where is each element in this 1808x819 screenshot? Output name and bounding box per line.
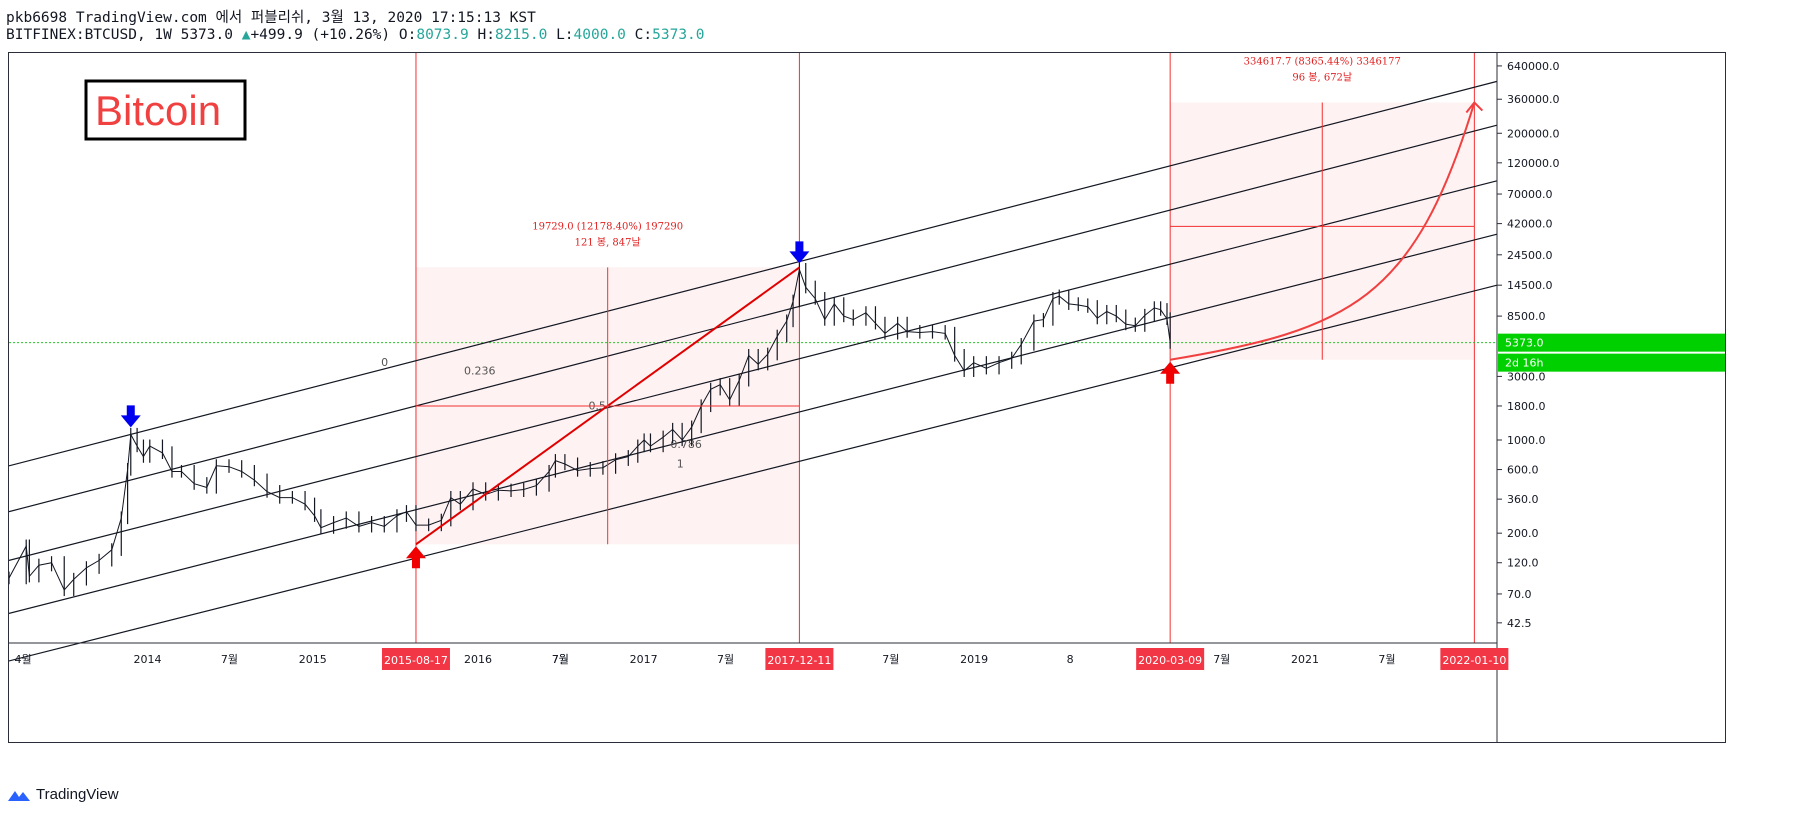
time-axis-label: 2015	[299, 653, 327, 666]
close-value: 5373.0	[652, 27, 705, 43]
date-badge	[381, 648, 450, 670]
price-axis-label: 8500.0	[1507, 310, 1546, 323]
time-axis-label: 7월	[717, 653, 734, 666]
price-axis-label: 14500.0	[1507, 279, 1553, 292]
price-axis-label: 360.0	[1507, 493, 1539, 506]
channel-line-1	[9, 124, 1498, 513]
date-badge-label: 2020-03-09	[1138, 654, 1202, 667]
date-badge	[765, 648, 834, 670]
countdown-label: 2d 16h	[1505, 357, 1543, 370]
time-axis-label: 8	[1067, 653, 1074, 666]
measure-label-0-line2: 121 봉, 847날	[575, 236, 641, 248]
high-value: 8215.0	[494, 27, 548, 43]
measure-label-1-line2: 96 봉, 672날	[1292, 72, 1352, 84]
price-axis-label: 200.0	[1507, 527, 1539, 540]
time-axis-label: 7월	[1378, 653, 1395, 666]
fib-label-1: 0.236	[464, 364, 496, 377]
price-axis-label: 120000.0	[1507, 157, 1560, 170]
measure-label-0-line1: 19729.0 (12178.40%) 197290	[532, 221, 683, 232]
open-value: 8073.9	[416, 27, 469, 43]
price-axis-label: 1000.0	[1507, 434, 1546, 447]
time-axis-label: 4월	[14, 653, 31, 666]
footer-brand[interactable]: TradingView	[36, 786, 119, 803]
fib-label-4: 1	[677, 458, 684, 471]
chart-title: Bitcoin	[95, 87, 221, 134]
date-badge	[1440, 648, 1509, 670]
channel-line-4	[9, 284, 1498, 662]
down-arrow-icon	[789, 241, 810, 264]
time-axis-label: 2016	[464, 653, 492, 666]
tradingview-logo-icon	[8, 790, 30, 801]
time-axis-label: 2014	[134, 653, 162, 666]
date-badge-label: 2015-08-17	[384, 654, 448, 667]
projection-arrow-head	[1465, 101, 1484, 114]
last-price-label: 5373.0	[1505, 337, 1544, 350]
fib-label-3: 0.786	[670, 438, 702, 451]
ohlc-legend: BITFINEX:BTCUSD, 1W 5373.0 ▲+499.9 (+10.…	[6, 27, 705, 43]
footer: TradingView	[8, 786, 119, 803]
price-axis-label: 42.5	[1507, 617, 1532, 630]
change-value: +499.9 (+10.26%)	[250, 27, 391, 43]
publish-info: pkb6698 TradingView.com 에서 퍼블리쉬, 3월 13, …	[6, 10, 536, 26]
up-arrow-icon	[405, 546, 426, 569]
title-box	[84, 79, 247, 141]
symbol-label[interactable]: BITFINEX:BTCUSD, 1W 5373.0	[6, 27, 233, 43]
close-label: C:	[634, 27, 653, 43]
time-axis-label: 7월	[221, 653, 238, 666]
time-axis-label: 2019	[960, 653, 988, 666]
open-label: O:	[398, 27, 417, 43]
price-axis-label: 3000.0	[1507, 370, 1546, 383]
time-axis-label: 2021	[1291, 653, 1319, 666]
price-axis-label: 1800.0	[1507, 400, 1546, 413]
date-badge-label: 2017-12-11	[767, 654, 831, 667]
low-label: L:	[556, 27, 574, 43]
price-axis-label: 120.0	[1507, 557, 1539, 570]
down-arrow-icon	[120, 405, 141, 428]
price-axis-label: 640000.0	[1507, 60, 1560, 73]
up-arrow-icon	[1160, 361, 1181, 384]
countdown-badge	[1498, 353, 1725, 372]
time-axis-label: 7월	[882, 653, 899, 666]
price-axis-label: 200000.0	[1507, 127, 1560, 140]
low-value: 4000.0	[573, 27, 626, 43]
price-axis-label: 70.0	[1507, 588, 1532, 601]
price-axis-label: 42000.0	[1507, 218, 1553, 231]
price-axis-label: 600.0	[1507, 464, 1539, 477]
price-series-line	[9, 267, 1171, 591]
channel-line-3	[9, 233, 1498, 615]
price-axis-label: 360000.0	[1507, 93, 1560, 106]
last-price-badge	[1498, 333, 1725, 352]
time-axis-label: 7월	[1213, 653, 1230, 666]
price-axis-label: 24500.0	[1507, 249, 1553, 262]
projection-curve	[1169, 102, 1476, 361]
channel-line-0	[9, 80, 1498, 467]
measure-label-1-line1: 334617.7 (8365.44%) 3346177	[1244, 57, 1401, 68]
time-axis-label: 2017	[630, 653, 658, 666]
date-badge-label: 2022-01-10	[1442, 654, 1506, 667]
price-axis-label: 70000.0	[1507, 188, 1553, 201]
time-axis-label: 7월	[552, 653, 569, 666]
time-axis-label: 7월	[552, 653, 569, 666]
chart-area[interactable]: 0 0.236 0.5 0.786 1 19729.0 (12178.40%) 19729…	[8, 52, 1726, 743]
date-badge	[1136, 648, 1205, 670]
channel-line-2	[9, 180, 1498, 561]
high-label: H:	[477, 27, 495, 43]
change-arrow-icon: ▲	[241, 27, 251, 43]
fib-label-0: 0	[381, 356, 388, 369]
